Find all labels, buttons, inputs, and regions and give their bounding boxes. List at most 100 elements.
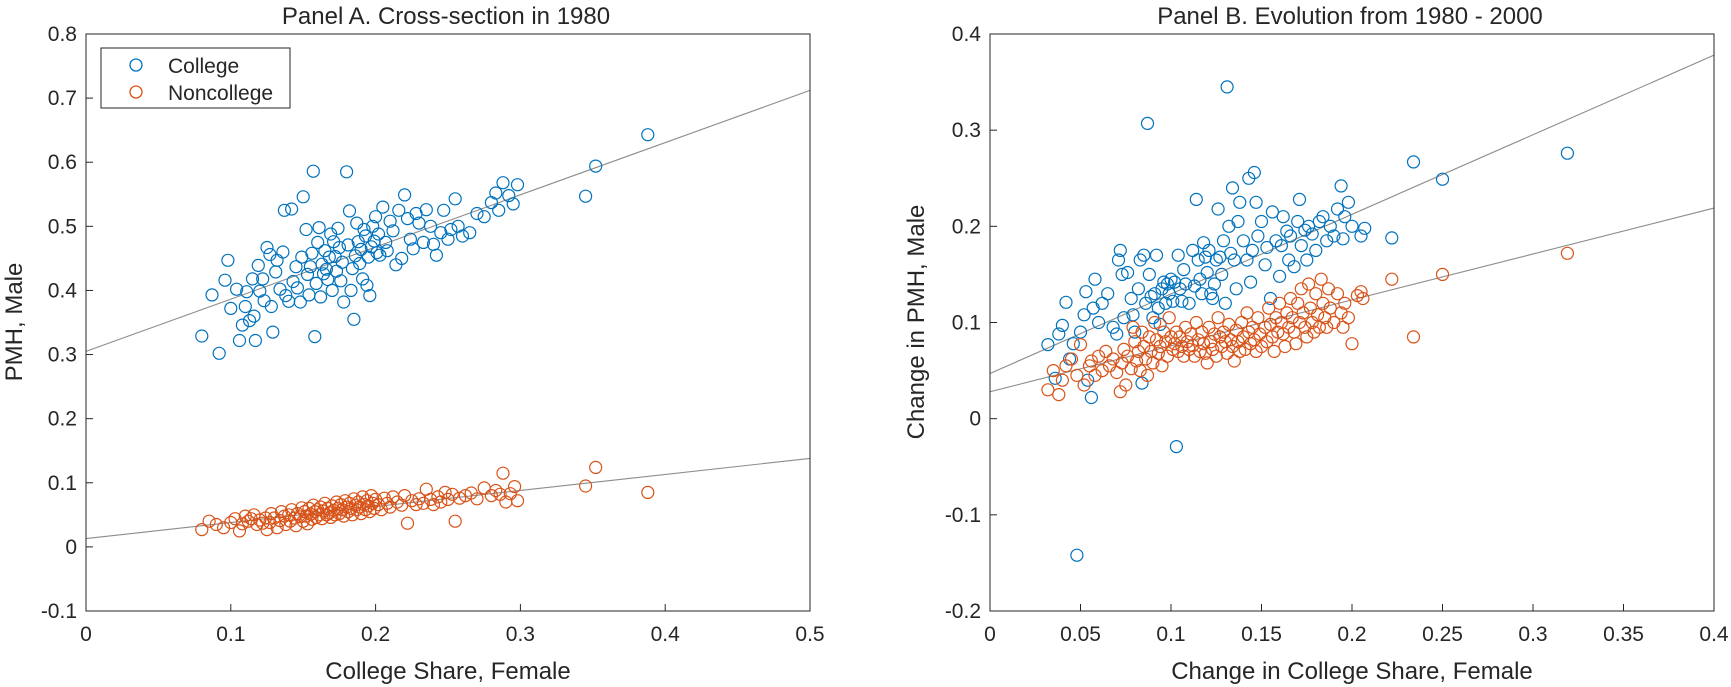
panel-a-college-point [471,208,483,220]
panel-b-college-point [1245,276,1257,288]
panel-b-college-point [1225,247,1237,259]
panel-b-xtick-label: 0.4 [1699,623,1729,646]
panel-a-noncollege-point [642,486,654,498]
panel-b-college-point [1216,268,1228,280]
panel-a-fit-lines [86,90,810,538]
panel-b-noncollege-point [1056,374,1068,386]
panel-b-college-point [1071,549,1083,561]
panel-a-fit-line-college [86,90,810,351]
panel-a-college-point [512,179,524,191]
panel-a-college-point [270,266,282,278]
panel-a-ytick-label: 0.8 [48,23,77,46]
panel-a-college-point [206,289,218,301]
legend: College Noncollege [101,48,290,108]
panel-b-college-point [1199,251,1211,263]
panel-a-college-point [341,166,353,178]
panel-b-noncollege-point [1437,268,1449,280]
panel-a-xtick-label: 0.5 [795,623,824,646]
panel-b-college-point [1237,235,1249,247]
panel-a-noncollege-point [402,517,414,529]
panel-b-college-point [1259,259,1271,271]
panel-b-noncollege-point [1212,312,1224,324]
panel-b-xtick-label: 0.2 [1337,623,1366,646]
panel-b-college-point [1201,267,1213,279]
panel-b-college-point [1386,232,1398,244]
panel-b-college-point [1346,220,1358,232]
legend-noncollege-label: Noncollege [168,82,273,105]
panel-a-college-point [222,254,234,266]
panel-b-college-point [1274,270,1286,282]
panel-a-college-point [306,247,318,259]
panel-b-college-point [1277,211,1289,223]
panel-b-noncollege-point [1408,331,1420,343]
panel-b-college-point [1228,254,1240,266]
panel-b-college-point [1294,193,1306,205]
panel-b-college-point [1170,441,1182,453]
panel-b-college-point [1335,180,1347,192]
panel-b-college-point [1080,286,1092,298]
panel-b-xtick-label: 0.35 [1603,623,1644,646]
panel-b-noncollege-point [1118,343,1130,355]
panel-a-college-point [402,213,414,225]
panel-b-college-point [1266,206,1278,218]
panel-b-ytick-label: 0 [969,408,981,431]
panel-a-college-point [277,246,289,258]
panel-a-college-point [313,222,325,234]
panel-b-college-point [1219,297,1231,309]
panel-b-xtick-label: 0.1 [1156,623,1185,646]
panel-b-college-point [1093,317,1105,329]
panel-a-ytick-label: 0.7 [48,87,77,110]
panel-b-college-point [1111,328,1123,340]
panel-a-xtick-label: 0.3 [506,623,535,646]
panel-a-college-point [326,284,338,296]
panel-a-ytick-label: 0 [65,536,77,559]
panel-a-college-point [196,330,208,342]
panel-a-college-point [430,249,442,261]
panel-b-college-point [1087,302,1099,314]
panel-a: Panel A. Cross-section in 1980 0 0.1 0.2 0.… [1,3,825,685]
panel-a-college-point [438,204,450,216]
panel-a-college-point [497,177,509,189]
panel-b-college-point [1342,196,1354,208]
panel-b-ytick-label: 0.4 [952,23,982,46]
panel-b-college-point [1172,249,1184,261]
panel-a-college-point [478,211,490,223]
panel-b-xtick-label: 0.25 [1422,623,1463,646]
panel-a-noncollege-point [580,480,592,492]
panel-b-college-point [1246,244,1258,256]
panel-b-noncollege-point [1127,321,1139,333]
panel-a-college-point [239,301,251,313]
panel-a-college-point [312,236,324,248]
panel-b-college-point [1250,196,1262,208]
panel-b-points [1042,81,1574,561]
panel-b-ytick-label: 0.3 [952,119,981,142]
panel-a-college-point [373,228,385,240]
panel-a-noncollege-point [512,495,524,507]
panel-a-college-point [449,193,461,205]
panel-a-ylabel: PMH, Male [1,263,28,382]
panel-a-college-point [286,203,298,215]
panel-a-college-point [225,302,237,314]
panel-a-college-point [335,275,347,287]
panel-b-xtick-label: 0.15 [1241,623,1282,646]
panel-a-noncollege-point [449,515,461,527]
panel-a-college-point [364,290,376,302]
panel-b-fit-line-college [990,55,1714,373]
panel-b-college-point [1299,224,1311,236]
panel-b-college-point [1303,220,1315,232]
panel-b-ytick-label: -0.2 [945,600,981,623]
panel-b-college-point [1183,297,1195,309]
panel-b-college-point [1332,203,1344,215]
panel-b-college-point [1102,288,1114,300]
panel-a-ytick-label: 0.6 [48,151,77,174]
panel-a-points [196,129,654,537]
panel-b: Panel B. Evolution from 1980 - 2000 0 0.0… [903,3,1729,685]
panel-b-college-point [1212,203,1224,215]
panel-a-college-point [219,274,231,286]
panel-b-college-point [1355,230,1367,242]
panel-a-college-point [213,347,225,359]
panel-a-college-point [642,129,654,141]
panel-b-college-point [1359,222,1371,234]
panel-b-college-point [1301,254,1313,266]
panel-b-college-point [1221,81,1233,93]
